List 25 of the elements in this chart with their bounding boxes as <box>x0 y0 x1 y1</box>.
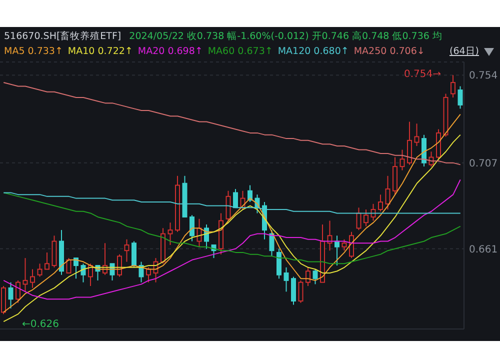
text: MA20 0.698↑ <box>138 46 203 57</box>
candlestick <box>124 238 130 262</box>
candlestick <box>450 74 456 98</box>
line-series <box>3 179 461 300</box>
candlestick <box>168 222 173 246</box>
candlestick <box>400 149 405 171</box>
text: (64日) <box>449 45 479 58</box>
y-tick-label: 0.707 <box>469 158 498 170</box>
text: MA5 0.733↑ <box>4 46 63 57</box>
y-tick-label: 0.754 <box>469 70 498 82</box>
text: MA10 0.722↑ <box>68 46 133 57</box>
candlestick <box>327 220 332 252</box>
chart-title: 516670.SH[畜牧养殖ETF] <box>4 30 122 43</box>
annotation: 0.754→ <box>404 69 442 80</box>
candlestick <box>284 266 289 292</box>
text: MA250 0.706↓ <box>354 46 425 57</box>
annotation: ←0.626 <box>22 319 60 330</box>
y-tick-label: 0.661 <box>469 244 498 256</box>
text: MA60 0.673↑ <box>208 46 273 57</box>
candlestick <box>334 235 340 266</box>
chart-subtitle: 2024/05/22 收0.738 幅-1.60%(-0.012) 开0.746 高0.748 低0.736 均 <box>129 30 442 43</box>
line-series <box>3 82 461 166</box>
candlestick <box>22 258 28 292</box>
text: MA120 0.680↑ <box>278 46 349 57</box>
candlestick <box>59 230 64 276</box>
